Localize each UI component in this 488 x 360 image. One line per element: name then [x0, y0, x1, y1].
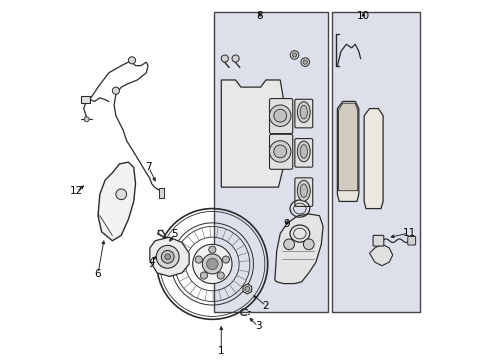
Circle shape — [269, 141, 290, 162]
Polygon shape — [369, 244, 392, 266]
Circle shape — [195, 256, 202, 263]
Text: 1: 1 — [218, 346, 224, 356]
Circle shape — [200, 272, 207, 279]
Circle shape — [164, 254, 170, 260]
Polygon shape — [337, 102, 358, 202]
Text: 2: 2 — [262, 301, 269, 311]
Circle shape — [128, 57, 135, 64]
Polygon shape — [243, 284, 251, 294]
Bar — [214, 12, 328, 312]
Ellipse shape — [297, 180, 309, 201]
Circle shape — [273, 109, 286, 122]
Circle shape — [290, 51, 298, 59]
Text: 5: 5 — [171, 229, 178, 239]
Circle shape — [303, 60, 307, 64]
Circle shape — [221, 55, 228, 62]
FancyBboxPatch shape — [294, 99, 312, 128]
Text: 9: 9 — [283, 219, 289, 229]
Circle shape — [217, 272, 224, 279]
Ellipse shape — [300, 145, 307, 158]
Text: 7: 7 — [145, 162, 152, 172]
Circle shape — [206, 258, 218, 270]
Circle shape — [192, 244, 231, 284]
Circle shape — [283, 239, 294, 249]
Bar — [81, 96, 90, 103]
Polygon shape — [274, 214, 323, 284]
Circle shape — [156, 246, 179, 268]
Polygon shape — [149, 237, 189, 276]
Circle shape — [300, 58, 309, 66]
Bar — [159, 188, 163, 198]
Circle shape — [84, 117, 89, 122]
Polygon shape — [364, 109, 382, 208]
Circle shape — [292, 53, 296, 57]
FancyBboxPatch shape — [269, 99, 292, 134]
Ellipse shape — [297, 141, 309, 162]
Circle shape — [269, 105, 290, 126]
Bar — [331, 12, 419, 312]
Text: 10: 10 — [356, 12, 369, 21]
Circle shape — [112, 87, 119, 94]
Text: 6: 6 — [95, 269, 101, 279]
Circle shape — [208, 246, 216, 253]
Text: 4: 4 — [148, 257, 155, 267]
FancyBboxPatch shape — [269, 134, 292, 169]
FancyBboxPatch shape — [294, 139, 312, 167]
Circle shape — [303, 239, 313, 249]
Text: 8: 8 — [256, 12, 263, 21]
Text: 11: 11 — [402, 228, 415, 238]
Circle shape — [202, 254, 222, 274]
Ellipse shape — [297, 102, 309, 122]
Circle shape — [222, 256, 229, 263]
Circle shape — [273, 145, 286, 158]
Circle shape — [116, 189, 126, 200]
Circle shape — [231, 55, 239, 62]
Ellipse shape — [300, 184, 307, 198]
FancyBboxPatch shape — [294, 178, 312, 206]
Ellipse shape — [300, 105, 307, 119]
Text: 12: 12 — [70, 186, 83, 197]
Circle shape — [244, 287, 249, 292]
Polygon shape — [221, 80, 283, 187]
Circle shape — [161, 250, 174, 263]
Text: 3: 3 — [254, 321, 261, 332]
FancyBboxPatch shape — [407, 237, 415, 245]
FancyBboxPatch shape — [372, 235, 383, 246]
Polygon shape — [98, 162, 135, 241]
Polygon shape — [338, 103, 357, 191]
